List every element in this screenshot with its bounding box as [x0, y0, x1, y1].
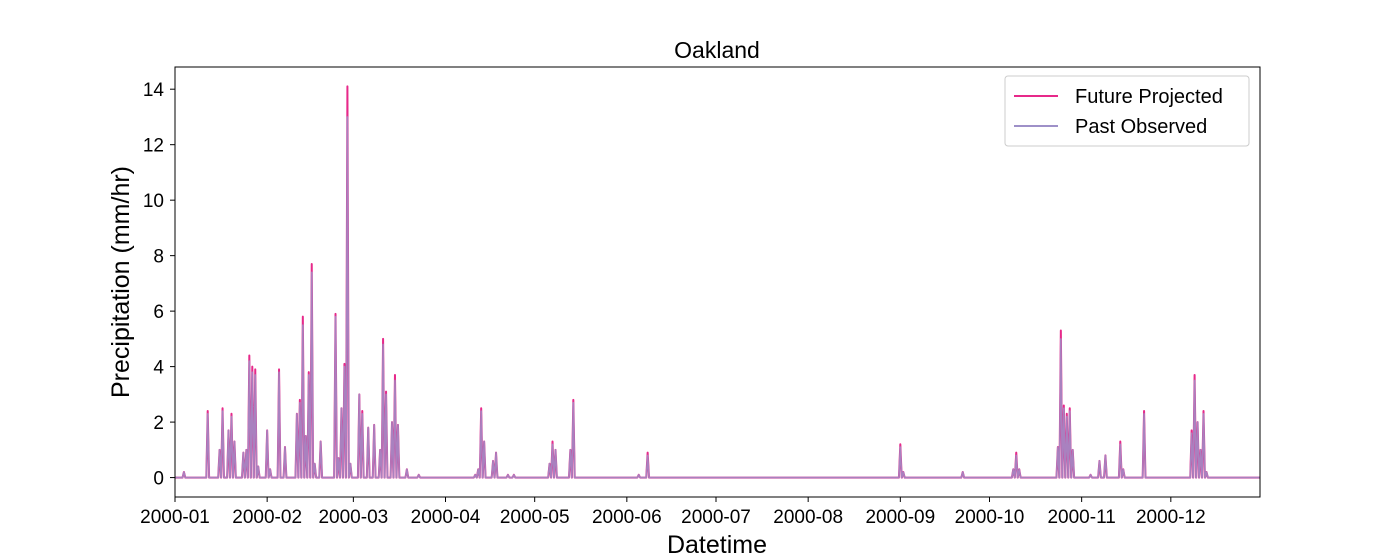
y-tick-label: 10 — [143, 191, 164, 212]
y-tick-label: 2 — [153, 413, 164, 434]
legend-box — [1004, 75, 1250, 147]
x-tick-label: 2000-11 — [1047, 507, 1115, 528]
series-line-past-observed — [175, 116, 1260, 479]
y-tick-label: 0 — [153, 469, 164, 490]
x-tick-label: 2000-04 — [411, 507, 481, 528]
x-tick-label: 2000-12 — [1136, 507, 1206, 528]
x-tick-label: 2000-06 — [592, 507, 662, 528]
x-tick-label: 2000-09 — [865, 507, 935, 528]
x-tick-label: 2000-07 — [681, 507, 751, 528]
x-axis-label: Datetime — [667, 531, 767, 559]
x-axis-ticks: 2000-01 2000-02 2000-03 2000-04 2000-05 2000-… — [140, 497, 1206, 528]
legend-label-future-projected: Future Projected — [1075, 86, 1223, 108]
chart-title: Oakland — [674, 37, 760, 63]
y-tick-label: 12 — [143, 136, 164, 157]
legend-label-past-observed: Past Observed — [1075, 116, 1207, 138]
y-axis-label: Precipitation (mm/hr) — [107, 166, 135, 398]
x-tick-label: 2000-03 — [318, 507, 388, 528]
x-tick-label: 2000-02 — [232, 507, 302, 528]
series-layer — [175, 85, 1260, 479]
x-tick-label: 2000-08 — [773, 507, 843, 528]
x-tick-label: 2000-01 — [140, 507, 210, 528]
legend: Future Projected Past Observed — [1004, 75, 1250, 147]
x-tick-label: 2000-05 — [500, 507, 570, 528]
y-tick-label: 6 — [153, 302, 164, 323]
plot-frame — [174, 66, 1261, 498]
y-tick-label: 8 — [153, 247, 164, 268]
y-tick-label: 4 — [153, 358, 164, 379]
y-axis-ticks: 0 2 4 6 8 10 12 14 — [143, 80, 175, 490]
x-tick-label: 2000-10 — [955, 507, 1025, 528]
y-tick-label: 14 — [143, 80, 165, 101]
